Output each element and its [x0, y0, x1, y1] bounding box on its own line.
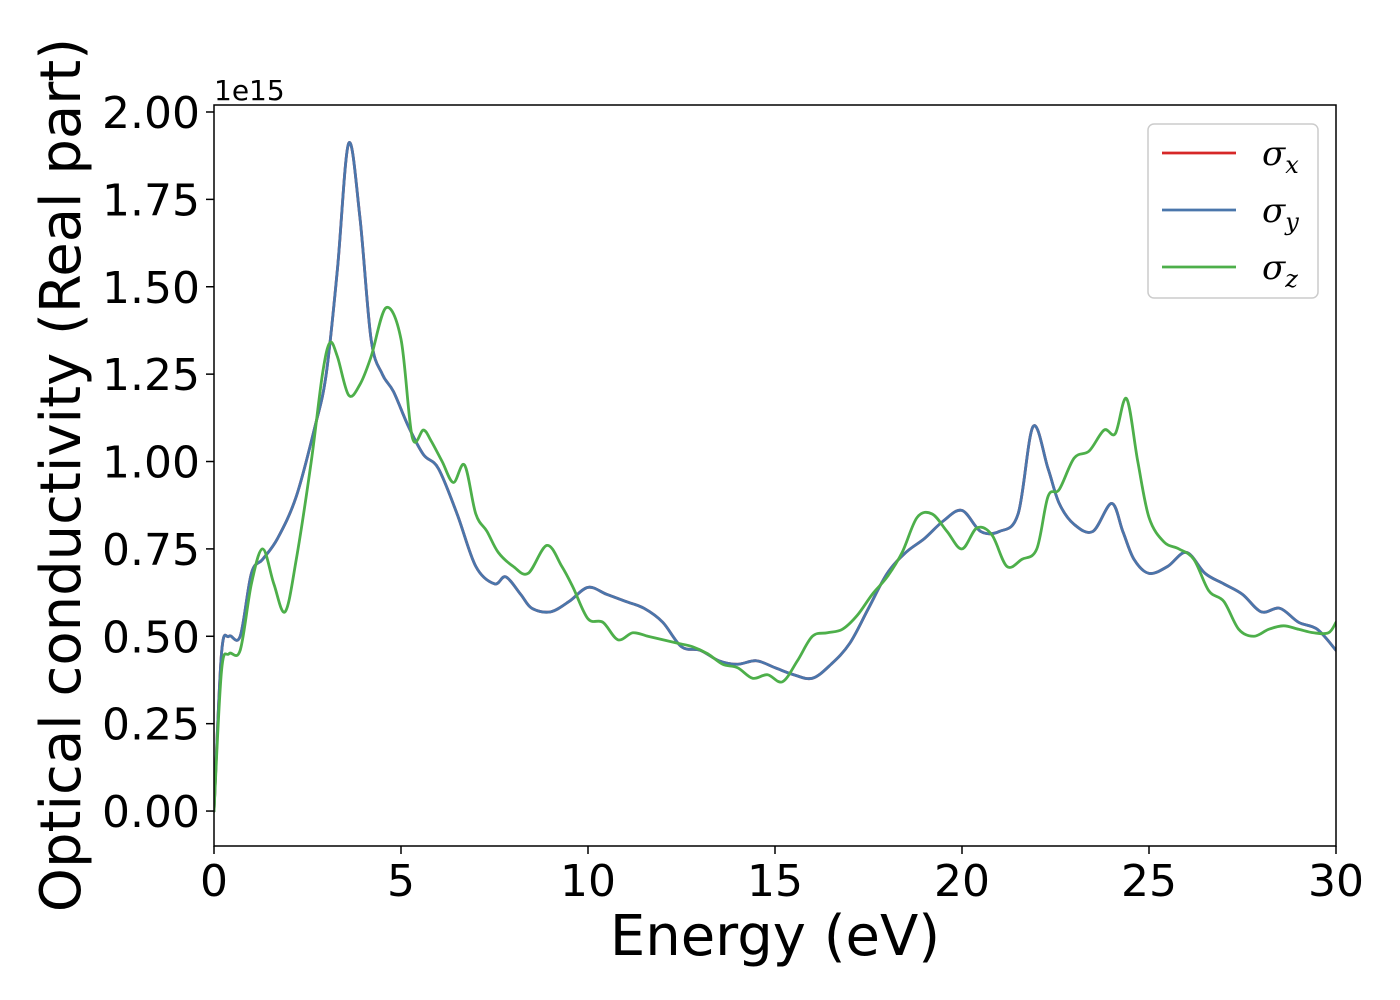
legend-label-sigma-x: σx	[1262, 134, 1299, 179]
y-tick-label: 1.50	[102, 263, 200, 314]
x-axis-title: Energy (eV)	[610, 904, 940, 969]
x-tick-label: 0	[200, 856, 228, 907]
legend: σx σy σz	[1147, 123, 1319, 299]
x-tick-label: 20	[934, 856, 990, 907]
y-tick-label: 0.50	[102, 612, 200, 663]
y-tick-label: 1.25	[102, 350, 200, 401]
series-layer	[214, 141, 1336, 813]
x-axis: 0 5 10 15 20 25 30	[200, 846, 1364, 907]
y-tick-label: 0.00	[102, 787, 200, 838]
y-tick-label: 2.00	[102, 88, 200, 139]
y-axis: 0.00 0.25 0.50 0.75 1.00 1.25 1.50 1.75 2.00	[102, 88, 214, 838]
series-line-sigma-z	[214, 305, 1336, 813]
y-tick-label: 0.75	[102, 525, 200, 576]
x-tick-label: 5	[387, 856, 415, 907]
legend-label-sigma-z: σz	[1262, 248, 1298, 293]
y-offset-label: 1e15	[214, 74, 285, 107]
y-tick-label: 0.25	[102, 700, 200, 751]
x-tick-label: 25	[1121, 856, 1177, 907]
y-axis-title: Optical conductivity (Real part)	[29, 38, 94, 912]
legend-label-sigma-y: σy	[1262, 191, 1299, 236]
x-tick-label: 10	[560, 856, 616, 907]
x-tick-label: 15	[747, 856, 803, 907]
x-tick-label: 30	[1308, 856, 1364, 907]
y-tick-label: 1.00	[102, 438, 200, 489]
y-tick-label: 1.75	[102, 175, 200, 226]
